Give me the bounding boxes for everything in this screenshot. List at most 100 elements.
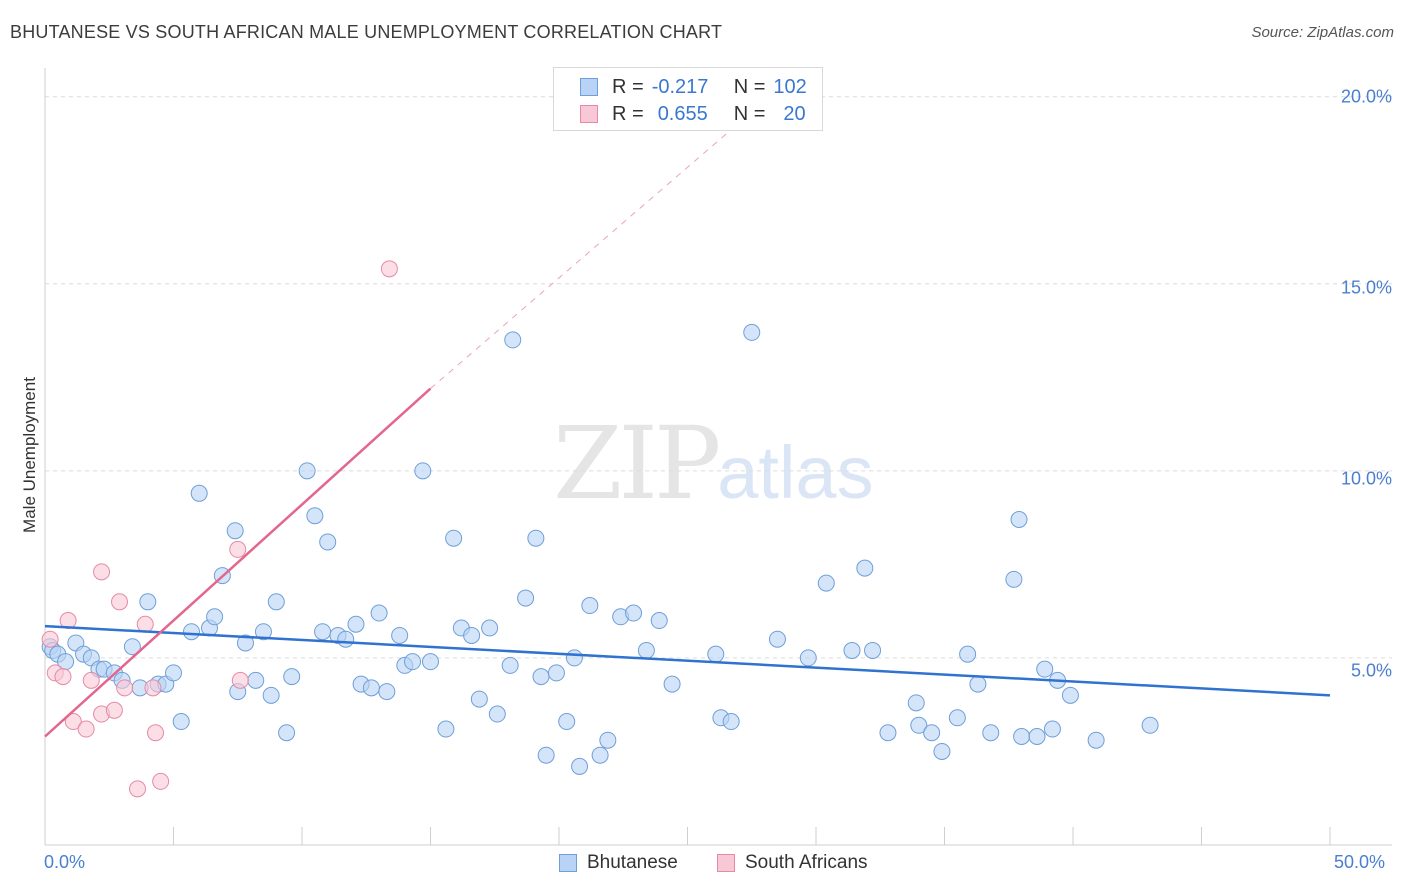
x-tick-label: 50.0% [1334, 852, 1386, 872]
bhutanese-point [982, 724, 1000, 742]
y-axis-title: Male Unemployment [20, 377, 39, 533]
south-africans-point [231, 671, 249, 689]
n-label: N = [733, 75, 766, 98]
bhutanese-point [591, 746, 609, 764]
bhutanese-point [254, 623, 272, 641]
legend-row-bhutanese: R = -0.217 N = 102 [580, 75, 807, 99]
watermark-atlas: atlas [717, 431, 874, 514]
bhutanese-point [172, 713, 190, 731]
bhutanese-point [663, 675, 681, 693]
correlation-legend: R = -0.217 N = 102 R = 0.655 N = 20 [553, 67, 823, 131]
bhutanese-point [707, 645, 725, 663]
bhutanese-point [314, 623, 332, 641]
y-tick-label: 20.0% [1340, 86, 1392, 107]
bhutanese-point [337, 630, 355, 648]
bhutanese-point [488, 705, 506, 723]
bhutanese-point [1043, 720, 1061, 738]
bhutanese-point [1010, 510, 1028, 528]
south-africans-point [54, 668, 72, 686]
south-africans-point [116, 679, 134, 697]
bhutanese-point [267, 593, 285, 611]
bhutanese-point [864, 641, 882, 659]
bhutanese-point [437, 720, 455, 738]
south-africans-point [93, 563, 111, 581]
bhutanese-point [1005, 570, 1023, 588]
bhutanese-point [907, 694, 925, 712]
n-value: 20 [783, 102, 806, 125]
bhutanese-point [139, 593, 157, 611]
bhutanese-point [378, 683, 396, 701]
bhutanese-point [481, 619, 499, 637]
bhutanese-point [226, 522, 244, 540]
bhutanese-point [856, 559, 874, 577]
bhutanese-point [959, 645, 977, 663]
bhutanese-point [190, 484, 208, 502]
bhutanese-point [1141, 716, 1159, 734]
south-africans-point [380, 260, 398, 278]
south-africans-point [229, 540, 247, 558]
bhutanese-point [581, 597, 599, 615]
bhutanese-point [298, 462, 316, 480]
y-tick-label: 5.0% [1350, 660, 1392, 681]
bhutanese-point [422, 653, 439, 671]
south-africans-point [41, 630, 59, 648]
r-value: -0.217 [651, 75, 709, 98]
bhutanese-point [463, 626, 481, 644]
south-africans-point [129, 780, 147, 798]
bhutanese-swatch [580, 78, 598, 96]
bhutanese-point [445, 529, 463, 547]
bhutanese-point [1028, 727, 1046, 745]
bhutanese-point [347, 615, 365, 633]
watermark-zip: ZIP [553, 405, 721, 522]
south-africans-point [111, 593, 129, 611]
south-africans-point [105, 701, 123, 719]
bhutanese-point [1036, 660, 1054, 678]
south-africans-point [144, 679, 162, 697]
source-label: Source: ZipAtlas.com [1251, 24, 1394, 41]
bhutanese-point [532, 668, 550, 686]
south-africans-point [82, 671, 100, 689]
south-africans-point [77, 720, 95, 738]
south-africans-point [147, 724, 165, 742]
bhutanese-point [504, 331, 522, 349]
bhutanese-point [948, 709, 966, 727]
bhutanese-point [879, 724, 897, 742]
bhutanese-point [362, 679, 380, 697]
bhutanese-point [547, 664, 565, 682]
bhutanese-point [817, 574, 835, 592]
bhutanese-point [599, 731, 617, 749]
bhutanese-point [123, 638, 141, 656]
legend-item-bhutanese: Bhutanese [559, 852, 678, 874]
r-label: R = [612, 75, 644, 98]
x-tick-label: 0.0% [44, 852, 86, 872]
bhutanese-point [404, 653, 422, 671]
bhutanese-point [743, 323, 761, 341]
bhutanese-point [933, 742, 951, 760]
y-tick-label: 10.0% [1340, 468, 1392, 489]
bhutanese-point [278, 724, 296, 742]
bhutanese-point [206, 608, 224, 626]
bhutanese-point [247, 671, 265, 689]
bhutanese-point [414, 462, 432, 480]
south-africans-point [136, 615, 154, 633]
chart-title: BHUTANESE VS SOUTH AFRICAN MALE UNEMPLOY… [10, 22, 723, 42]
bhutanese-point [625, 604, 643, 622]
south-africans-point [152, 772, 170, 790]
bhutanese-trend-line [44, 624, 1331, 697]
legend-label: Bhutanese [587, 852, 678, 873]
south-africans-trend-extension [430, 133, 727, 389]
bhutanese-swatch [559, 854, 577, 872]
bhutanese-point [537, 746, 555, 764]
r-value: 0.655 [657, 102, 708, 125]
n-label: N = [733, 102, 766, 125]
bhutanese-point [501, 656, 519, 674]
bhutanese-point [637, 641, 655, 659]
bhutanese-point [565, 649, 583, 667]
bhutanese-point [910, 716, 928, 734]
bhutanese-point [283, 668, 301, 686]
bhutanese-point [969, 675, 987, 693]
legend-row-south-africans: R = 0.655 N = 20 [580, 102, 806, 126]
bhutanese-point [319, 533, 337, 551]
bhutanese-point [799, 649, 817, 667]
